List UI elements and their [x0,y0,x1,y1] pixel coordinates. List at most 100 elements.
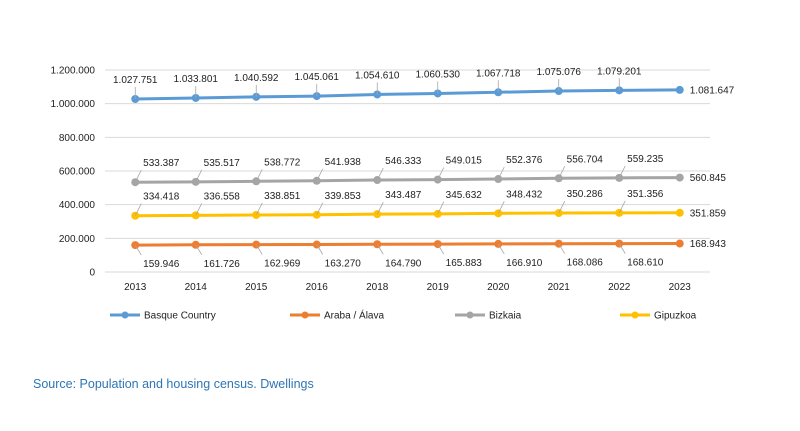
x-tick-label: 2015 [245,282,268,293]
data-label: 1.033.801 [174,74,219,85]
leader-line [195,203,203,216]
legend-marker [301,311,309,319]
legend-label: Gipuzkoa [654,311,697,322]
leader-line [618,243,626,254]
data-label: 345.632 [446,190,483,201]
leader-line [558,243,566,254]
data-label: 1.079.201 [597,66,642,77]
leader-line [558,166,566,179]
data-label: 1.067.718 [476,68,521,79]
data-point [675,239,684,248]
x-tick-label: 2014 [185,282,208,293]
y-tick-label: 0 [89,268,95,279]
data-point [675,173,684,182]
y-tick-label: 400.000 [59,200,96,211]
data-label: 1.060.530 [416,69,461,80]
data-label: 541.938 [325,157,362,168]
leader-line [376,202,384,215]
data-label: 1.040.592 [234,73,279,84]
data-label: 1.081.647 [690,85,735,96]
x-tick-label: 2023 [669,282,692,293]
leader-line [437,201,445,214]
leader-line [437,167,445,180]
data-label: 559.235 [627,154,664,165]
y-tick-label: 1.000.000 [51,99,96,110]
data-label: 168.086 [567,258,604,269]
leader-line [497,201,505,214]
data-label: 163.270 [325,259,362,270]
data-label: 535.517 [204,158,241,169]
data-label: 339.853 [325,191,362,202]
data-label: 351.356 [627,189,664,200]
data-label: 161.726 [204,259,241,270]
leader-line [497,166,505,180]
data-label: 338.851 [264,191,301,202]
data-label: 165.883 [446,258,483,269]
leader-line [255,202,263,216]
data-label: 343.487 [385,190,422,201]
series-line [135,176,680,184]
leader-line [618,165,626,179]
source-note: Source: Population and housing census. D… [33,377,314,391]
data-label: 533.387 [143,158,180,169]
legend-label: Araba / Álava [324,309,384,322]
leader-line [376,244,384,255]
legend-label: Bizkaia [489,311,522,322]
data-label: 168.610 [627,258,664,269]
leader-line [195,244,203,255]
leader-line [316,244,324,255]
data-label: 348.432 [506,189,543,200]
leader-line [316,202,324,215]
legend-marker [631,311,639,319]
data-label: 1.075.076 [537,67,582,78]
data-label: 549.015 [446,156,483,167]
data-label: 1.027.751 [113,75,158,86]
y-tick-label: 1.200.000 [51,66,96,77]
legend-label: Basque Country [144,311,216,322]
leader-line [134,170,142,183]
leader-line [134,244,142,256]
data-label: 334.418 [143,192,180,203]
x-tick-label: 2019 [427,282,450,293]
data-label: 1.045.061 [295,72,340,83]
leader-line [255,169,263,182]
leader-line [497,243,505,255]
data-label: 552.376 [506,155,543,166]
legend-marker [121,311,129,319]
leader-line [376,167,384,181]
data-label: 350.286 [567,189,604,200]
x-tick-label: 2020 [487,282,510,293]
leader-line [558,200,566,214]
data-label: 164.790 [385,258,422,269]
y-tick-label: 800.000 [59,133,96,144]
leader-line [437,243,445,255]
y-tick-label: 200.000 [59,234,96,245]
data-label: 162.969 [264,259,301,270]
legend-marker [466,311,474,319]
data-label: 546.333 [385,156,422,167]
x-tick-label: 2022 [608,282,631,293]
data-point [675,85,684,94]
data-label: 560.845 [690,173,727,184]
x-tick-label: 2013 [124,282,147,293]
data-label: 1.054.610 [355,70,400,81]
series-line [135,88,680,101]
leader-line [255,244,263,255]
data-label: 168.943 [690,239,727,250]
series-line [135,211,680,218]
data-label: 351.859 [690,208,727,219]
leader-line [195,169,203,183]
data-label: 336.558 [204,191,241,202]
leader-line [316,168,324,181]
data-label: 556.704 [567,154,604,165]
x-tick-label: 2018 [366,282,389,293]
x-tick-label: 2021 [548,282,571,293]
leader-line [618,200,626,214]
data-label: 166.910 [506,258,543,269]
y-tick-label: 600.000 [59,167,96,178]
data-label: 538.772 [264,157,301,168]
data-point [675,208,684,217]
series-line [135,242,680,247]
leader-line [134,203,142,216]
